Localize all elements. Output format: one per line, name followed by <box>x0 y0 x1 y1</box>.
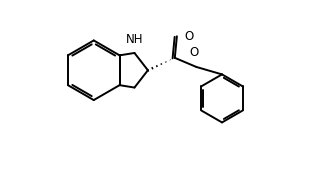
Text: O: O <box>184 30 194 43</box>
Text: O: O <box>190 46 199 60</box>
Text: NH: NH <box>126 33 143 45</box>
